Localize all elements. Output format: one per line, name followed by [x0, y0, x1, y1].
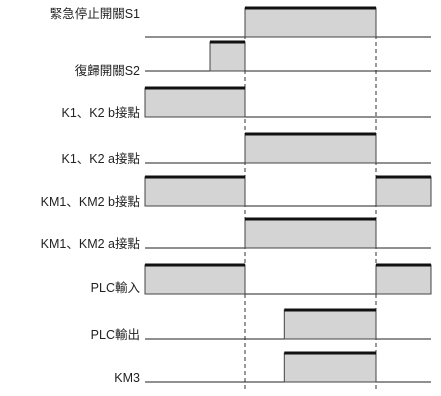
signal-pulse	[283, 352, 377, 383]
signal-row-plc-output: PLC輸出	[91, 308, 431, 342]
signal-row-plc-input: PLC輸入	[91, 263, 432, 295]
signal-row-reset-s2: 復歸開關S2	[75, 40, 431, 78]
signal-row-k1-k2-b-contact: K1、K2 b接點	[61, 86, 431, 120]
signal-label: 緊急停止開關S1	[50, 6, 140, 21]
signal-row-km3: KM3	[114, 351, 431, 385]
signal-pulse	[144, 176, 246, 207]
signal-label: PLC輸出	[91, 327, 140, 342]
signal-pulse	[144, 264, 246, 295]
signal-label: KM1、KM2 a接點	[41, 236, 140, 251]
signal-pulse	[144, 87, 246, 118]
signal-pulse	[375, 176, 432, 207]
signal-label: KM3	[114, 371, 140, 385]
signal-row-emergency-stop-s1: 緊急停止開關S1	[50, 6, 431, 38]
signal-label: K1、K2 b接點	[61, 105, 140, 120]
signal-label: KM1、KM2 b接點	[41, 194, 140, 209]
signal-pulse	[244, 7, 377, 38]
signal-row-km1-km2-a-contact: KM1、KM2 a接點	[41, 217, 431, 251]
signal-row-k1-k2-a-contact: K1、K2 a接點	[61, 132, 431, 166]
signal-pulse	[209, 41, 246, 72]
signal-label: PLC輸入	[91, 280, 141, 295]
signal-row-km1-km2-b-contact: KM1、KM2 b接點	[41, 175, 432, 209]
signal-label: K1、K2 a接點	[61, 151, 140, 166]
signal-pulse	[244, 218, 377, 249]
signal-pulse	[375, 264, 432, 295]
signal-pulse	[244, 133, 377, 164]
signal-label: 復歸開關S2	[75, 63, 140, 78]
signal-pulse	[283, 309, 377, 340]
